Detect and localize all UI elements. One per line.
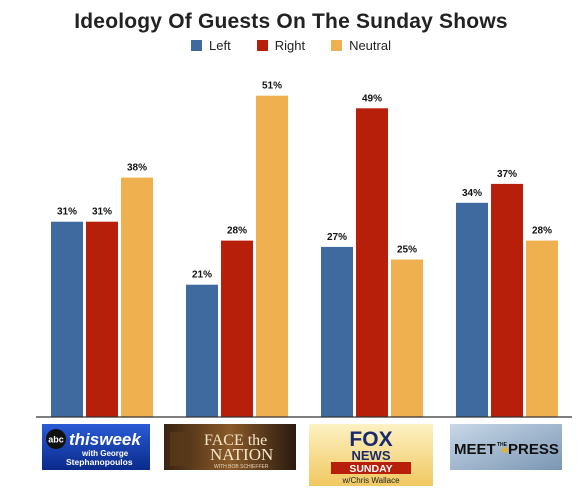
this-week-logo: abc thisweek with George Stephanopoulos [42, 424, 150, 470]
this-week-logo-abc: abc [48, 435, 64, 445]
meet-the-press-logo-meet: MEET [454, 441, 496, 458]
legend-swatch-neutral [331, 40, 343, 51]
legend-item-left: Left [191, 38, 231, 53]
bar-label-left-2: 21% [192, 270, 212, 281]
bar-right-2 [221, 240, 253, 417]
bar-left-4 [456, 202, 488, 417]
fox-news-sunday-logo: FOX NEWS SUNDAY w/Chris Wallace [309, 424, 433, 486]
legend-label-right: Right [274, 38, 306, 53]
face-the-nation-logo-nation: NATION [210, 445, 273, 464]
legend-label-neutral: Neutral [349, 38, 391, 53]
bar-label-left-1: 31% [57, 207, 77, 218]
legend-item-right: Right [256, 38, 306, 53]
fox-news-sunday-logo-sunday: SUNDAY [349, 463, 392, 475]
bar-neutral-4 [526, 240, 558, 417]
bars-group [51, 95, 558, 418]
chart-title: Ideology Of Guests On The Sunday Shows [74, 10, 508, 33]
bar-labels-group: 31% 31% 38% 21% 28% 51% 27% 49% 25% 34% 37% 28% [57, 81, 552, 281]
meet-the-press-logo: MEET THE PRESS [450, 424, 562, 470]
bar-label-right-1: 31% [92, 207, 112, 218]
bar-left-3 [321, 246, 353, 417]
bar-right-1 [86, 221, 118, 417]
this-week-logo-host: Stephanopoulos [66, 457, 133, 467]
bar-label-neutral-4: 28% [532, 226, 552, 237]
bar-right-3 [356, 108, 388, 418]
face-the-nation-logo-face: FACE the [204, 432, 267, 449]
bar-label-left-4: 34% [462, 188, 482, 199]
bar-label-right-4: 37% [497, 169, 517, 180]
meet-the-press-logo-press: PRESS [508, 441, 559, 458]
bar-label-right-2: 28% [227, 226, 247, 237]
bar-label-neutral-2: 51% [262, 81, 282, 92]
legend-item-neutral: Neutral [331, 38, 391, 53]
bar-neutral-3 [391, 259, 423, 417]
legend: Left Right Neutral [0, 38, 582, 53]
bar-neutral-2 [256, 95, 288, 417]
this-week-logo-title: thisweek [69, 430, 142, 449]
bar-label-right-3: 49% [362, 93, 382, 104]
fox-news-sunday-logo-host: w/Chris Wallace [341, 476, 400, 485]
meet-the-press-logo-the: THE [497, 442, 508, 448]
legend-label-left: Left [209, 38, 231, 53]
face-the-nation-logo: FACE the NATION WITH BOB SCHIEFFER [164, 424, 296, 470]
legend-swatch-right [256, 40, 268, 51]
this-week-logo-with: with George [81, 449, 129, 458]
bar-label-neutral-3: 25% [397, 245, 417, 256]
bar-right-4 [491, 183, 523, 417]
bar-label-neutral-1: 38% [127, 163, 147, 174]
face-the-nation-logo-host: WITH BOB SCHIEFFER [214, 464, 269, 470]
fox-news-sunday-logo-fox: FOX [349, 428, 392, 451]
legend-swatch-left [191, 40, 203, 51]
bar-left-1 [51, 221, 83, 417]
fox-news-sunday-logo-news: NEWS [352, 448, 391, 463]
bar-neutral-1 [121, 177, 153, 417]
bar-left-2 [186, 284, 218, 417]
bar-label-left-3: 27% [327, 232, 347, 243]
